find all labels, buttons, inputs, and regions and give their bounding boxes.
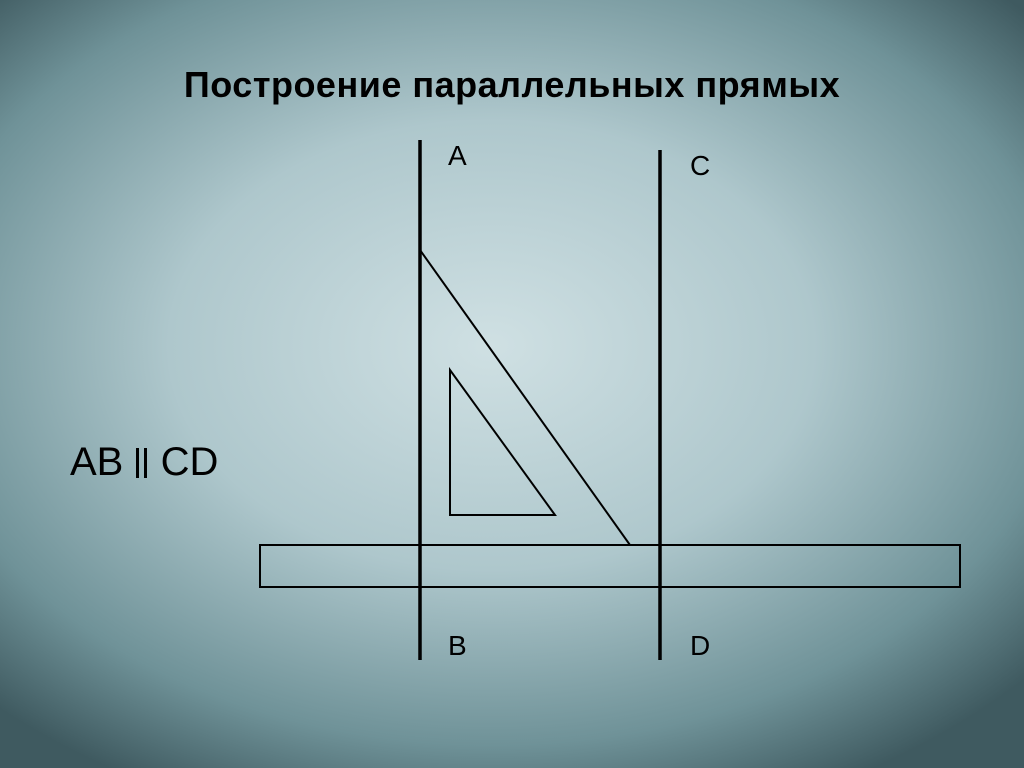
point-label-C: C [690,150,710,181]
slide: Построение параллельных прямых AB CD ABC… [0,0,1024,768]
set-square-outer [420,250,630,545]
construction-diagram: A B C D [0,0,1024,768]
ruler [260,545,960,587]
set-square-inner [450,370,555,515]
point-label-D: D [690,630,710,661]
point-label-B: B [448,630,467,661]
point-label-A: A [448,140,467,171]
